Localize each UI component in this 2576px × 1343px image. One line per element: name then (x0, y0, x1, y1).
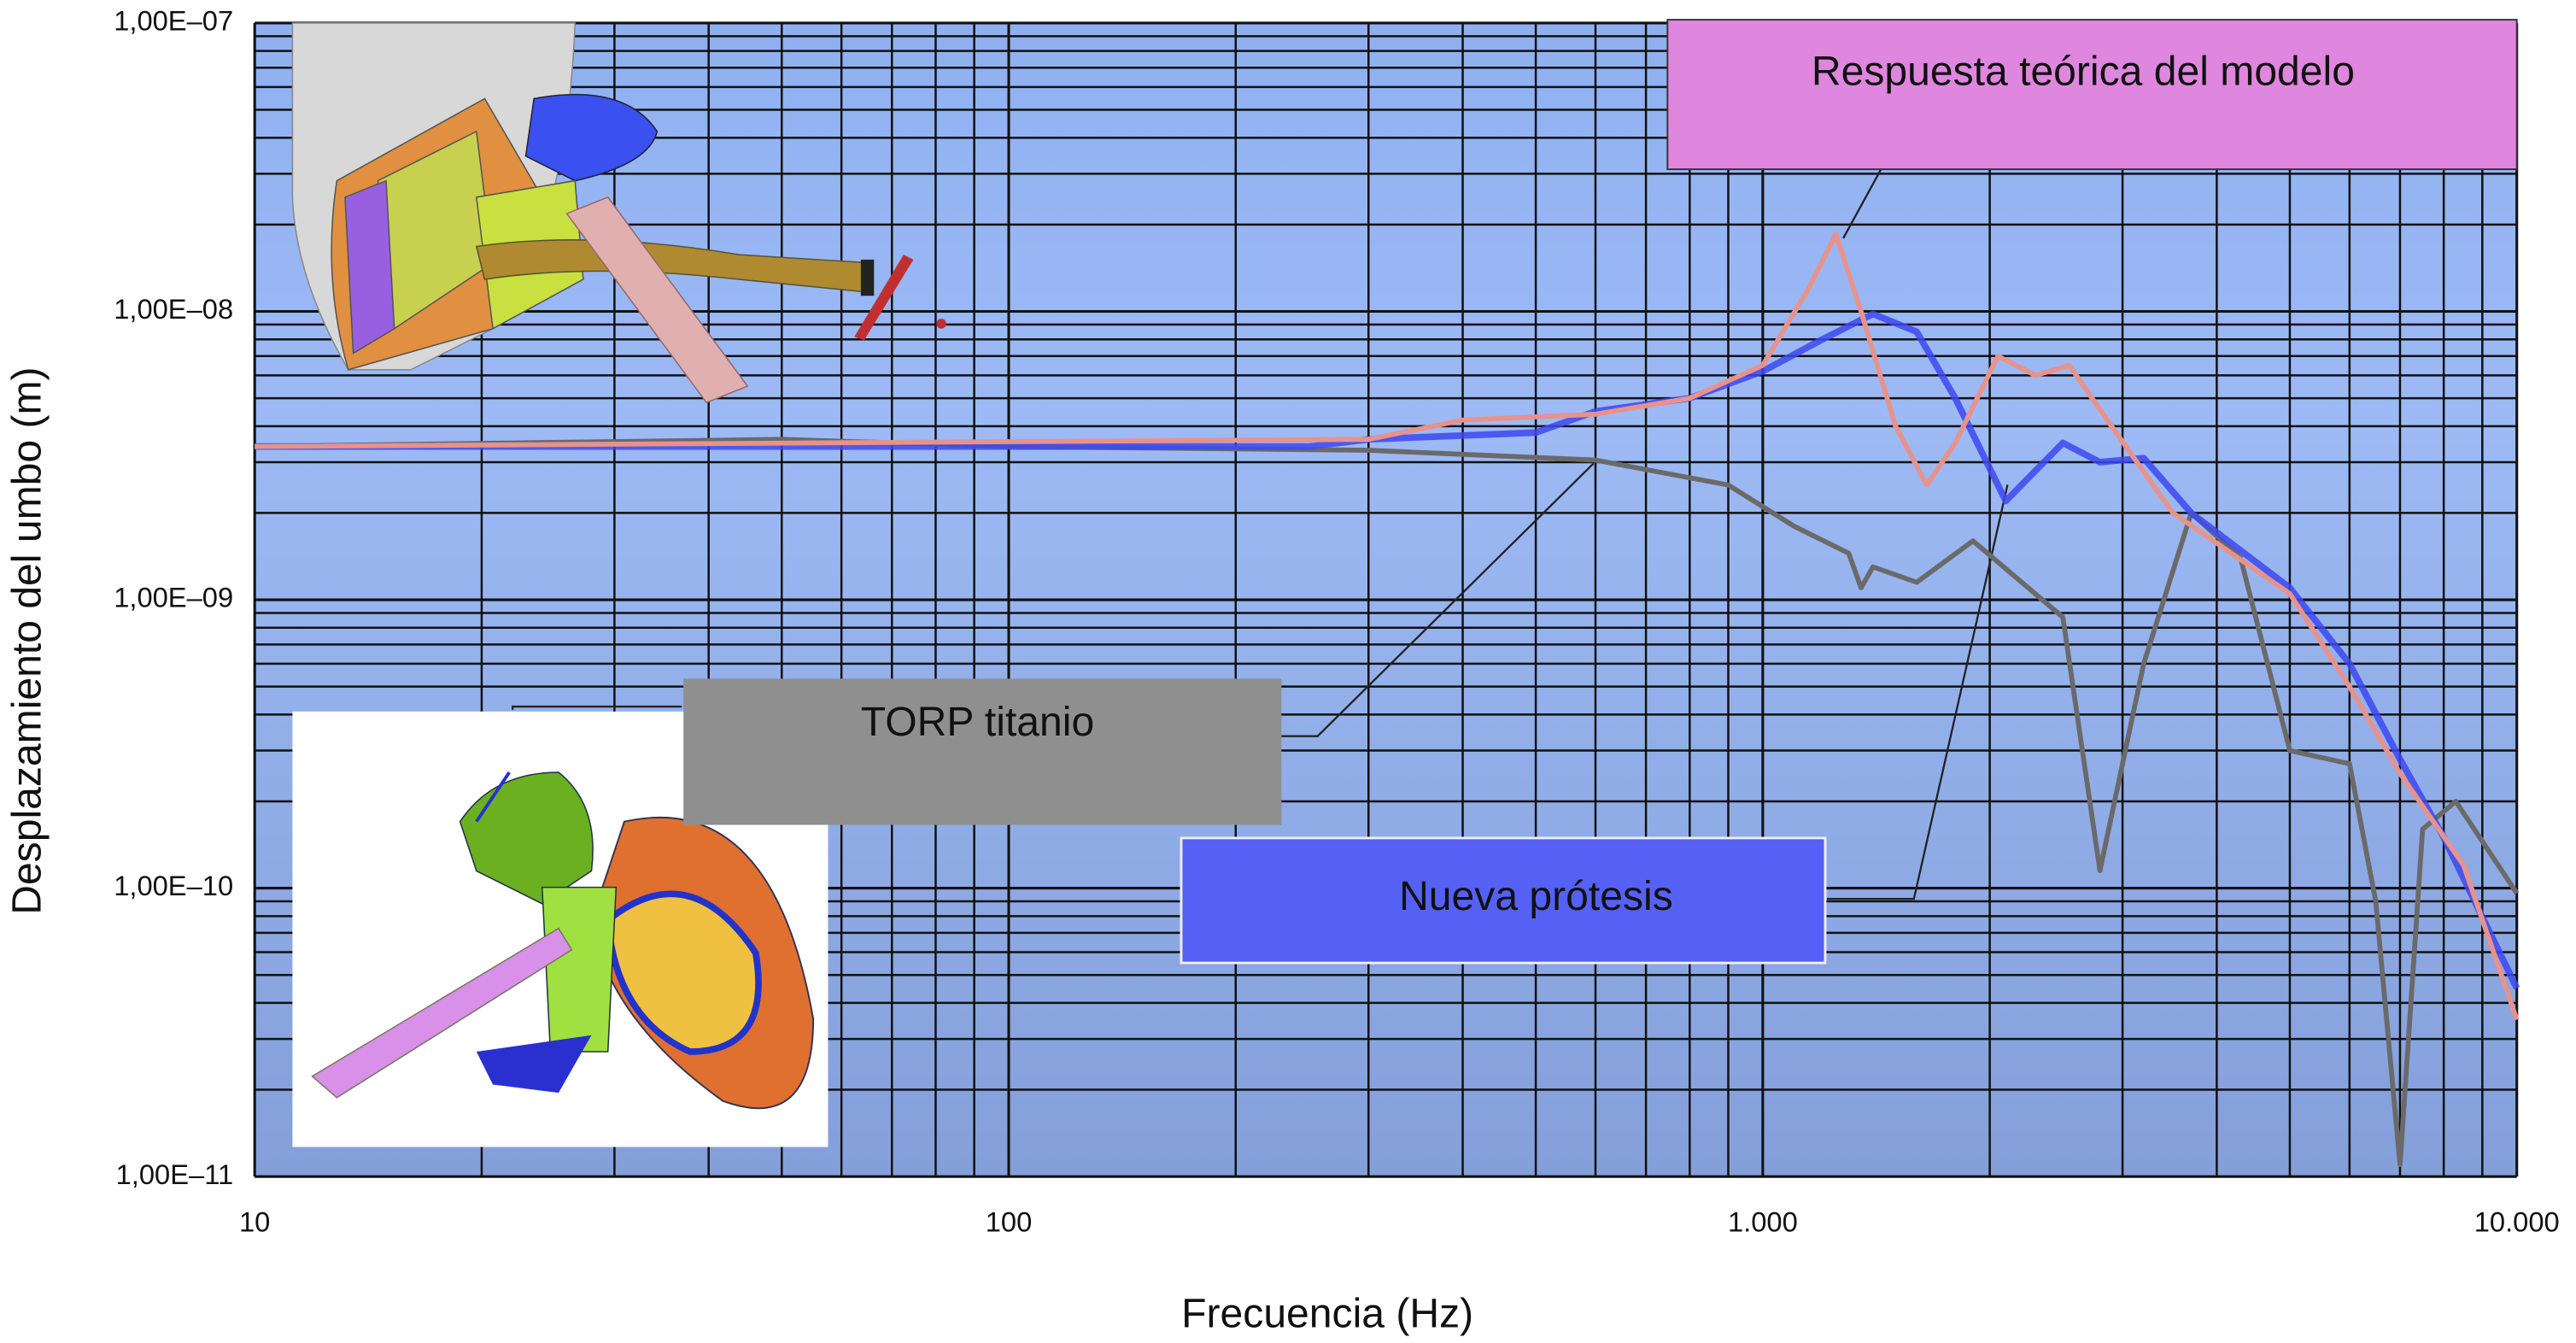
y-tick-label: 1,00E–11 (116, 1158, 234, 1190)
annotation-box (683, 678, 1282, 825)
y-tick-label: 1,00E–08 (114, 293, 233, 325)
x-tick-label: 10 (239, 1206, 270, 1238)
series-line (255, 437, 2520, 1168)
annotation-label: TORP titanio (861, 699, 1094, 745)
y-tick-label: 1,00E–10 (114, 870, 233, 901)
x-axis-title: Frecuencia (Hz) (1181, 1290, 1473, 1336)
y-tick-label: 1,00E–09 (114, 582, 233, 613)
annotations: Respuesta teórica del modelo TORP titani… (511, 19, 2518, 965)
x-tick-label: 10.000 (2474, 1206, 2560, 1238)
annotation-label: Nueva prótesis (1399, 873, 1673, 919)
y-tick-label: 1,00E–07 (114, 5, 233, 37)
annotation-box (1180, 836, 1827, 965)
y-axis-title: Desplazamiento del umbo (m) (3, 367, 50, 914)
series-line (255, 310, 2520, 990)
x-tick-label: 1.000 (1728, 1206, 1798, 1238)
series-line (255, 232, 2520, 1021)
annotation-label: Respuesta teórica del modelo (1812, 48, 2355, 94)
lines (255, 232, 2520, 1168)
annotation-box (1666, 19, 2518, 171)
x-tick-label: 100 (986, 1206, 1033, 1238)
mesh-inset-top (291, 22, 946, 404)
